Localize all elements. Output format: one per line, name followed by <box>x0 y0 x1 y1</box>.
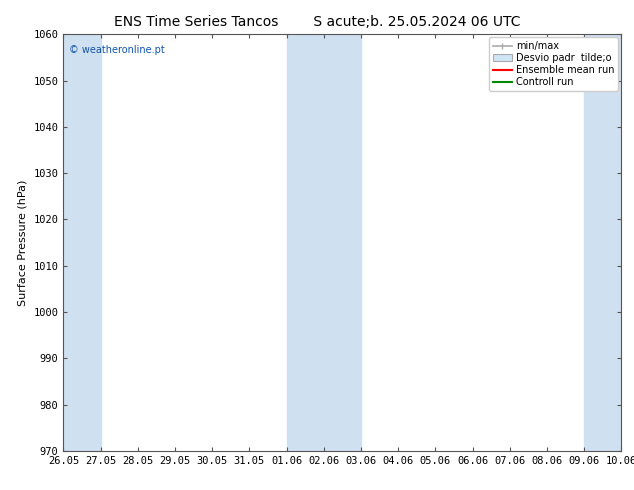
Bar <box>63 34 101 451</box>
Bar <box>287 34 361 451</box>
Text: ENS Time Series Tancos        S acute;b. 25.05.2024 06 UTC: ENS Time Series Tancos S acute;b. 25.05.… <box>113 15 521 29</box>
Text: © weatheronline.pt: © weatheronline.pt <box>69 45 165 55</box>
Bar <box>584 34 621 451</box>
Y-axis label: Surface Pressure (hPa): Surface Pressure (hPa) <box>18 179 28 306</box>
Legend: min/max, Desvio padr  tilde;o, Ensemble mean run, Controll run: min/max, Desvio padr tilde;o, Ensemble m… <box>489 37 618 91</box>
